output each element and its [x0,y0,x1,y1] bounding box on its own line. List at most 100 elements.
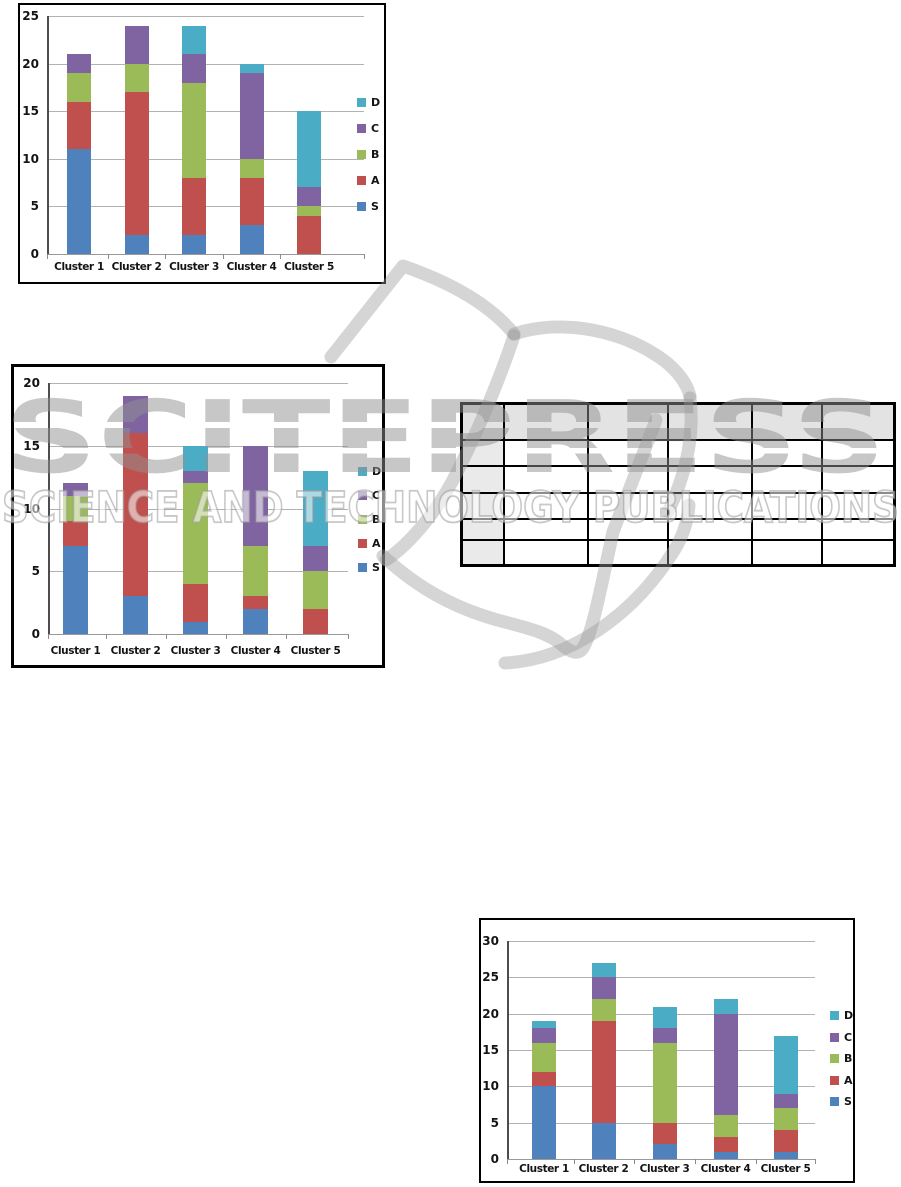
table-cell [667,464,753,494]
legend-label-A: A [371,174,380,187]
stacked-bar-chart-top-left: 0 5 10 15 20 25 Cluster 1 Cluster 2 Cluster 3 Clu… [18,3,386,284]
legend-label-C: C [372,489,381,502]
gridline-25 [507,977,815,979]
legend-label-B: B [371,148,380,161]
legend-item-C: C [830,1032,852,1043]
legend-swatch-D [830,1011,839,1020]
x-axis-tick [48,634,49,639]
stacked-bar-chart-bottom-right: 0 5 10 15 20 25 30 Cluster 1 Cluster 2 Cluster 3 C… [479,918,855,1183]
x-axis-tick [280,254,282,259]
segment-S [182,235,206,254]
legend-label-C: C [371,122,380,135]
segment-A [124,92,149,235]
legend-label-D: D [371,96,381,109]
x-axis-tick [695,1159,696,1164]
legend-swatch-B [357,150,366,159]
table-cell [821,402,896,441]
segment-A [303,608,328,634]
table-cell [667,491,753,520]
segment-A [773,1129,798,1152]
segment-S [532,1086,556,1159]
table-cell [667,517,753,541]
segment-D [297,111,321,188]
bar-cluster-2 [123,395,148,634]
segment-S [773,1151,798,1159]
segment-S [67,149,91,254]
table-cell [587,491,669,520]
legend-item-A: A [358,538,381,549]
table-cell [667,402,753,441]
segment-C [532,1028,556,1043]
legend-swatch-S [357,202,366,211]
y-axis-line [507,941,509,1159]
x-category-label: Cluster 2 [110,645,161,657]
legend-item-B: B [830,1053,852,1064]
table-cell [751,517,823,541]
gridline-25 [47,16,364,17]
bar-cluster-4 [239,63,264,254]
legend-swatch-A [830,1076,839,1085]
segment-C [124,25,149,64]
table-cell [587,402,669,441]
segment-S [124,235,149,254]
x-category-label: Cluster 2 [578,1163,629,1175]
legend-item-B: B [358,514,380,525]
x-category-label: Cluster 1 [519,1163,569,1175]
table-cell [503,464,589,494]
x-axis-tick [815,1159,816,1164]
legend-label-S: S [844,1095,852,1108]
segment-S [123,596,148,634]
x-category-label: Cluster 4 [226,261,277,273]
legend-item-A: A [830,1075,853,1086]
segment-C [773,1093,798,1109]
table-cell [751,402,823,441]
segment-S [239,225,264,254]
x-axis-tick [507,1159,508,1164]
segment-A [591,1021,616,1123]
segment-B [303,571,328,609]
segment-A [243,596,268,609]
y-axis-line [48,383,50,634]
x-axis-tick [634,1159,635,1164]
x-axis-tick [364,254,365,259]
segment-A [182,177,206,235]
bar-cluster-2 [124,25,149,254]
table-cell [821,538,896,567]
bar-cluster-3 [182,25,206,254]
segment-C [652,1028,677,1043]
segment-S [243,609,268,635]
legend-swatch-D [358,467,367,476]
segment-B [532,1042,556,1072]
table-row [460,517,896,541]
segment-B [239,158,264,178]
legend-label-S: S [372,561,380,574]
legend-swatch-S [830,1097,839,1106]
segment-D [303,470,328,547]
legend-swatch-C [830,1033,839,1042]
segment-S [183,621,208,635]
legend-swatch-B [358,515,367,524]
table-row-header-cell [460,517,505,541]
segment-B [183,483,208,584]
bar-cluster-5 [303,470,328,634]
table-cell [667,538,753,567]
segment-S [63,546,88,634]
segment-C [123,395,148,434]
legend-item-S: S [830,1096,852,1107]
legend-swatch-C [357,124,366,133]
y-tick-label: 25 [482,970,499,985]
segment-D [532,1020,556,1029]
legend-swatch-B [830,1054,839,1063]
legend-label-D: D [844,1009,854,1022]
table-cell [503,402,589,441]
segment-A [67,101,91,150]
segment-C [713,1013,738,1116]
segment-B [124,63,149,93]
segment-B [652,1042,677,1123]
x-category-label: Cluster 3 [169,261,219,273]
segment-A [652,1122,677,1145]
x-category-label: Cluster 3 [170,645,221,657]
table-cell [503,517,589,541]
x-axis-tick [165,634,167,639]
segment-A [713,1137,738,1152]
